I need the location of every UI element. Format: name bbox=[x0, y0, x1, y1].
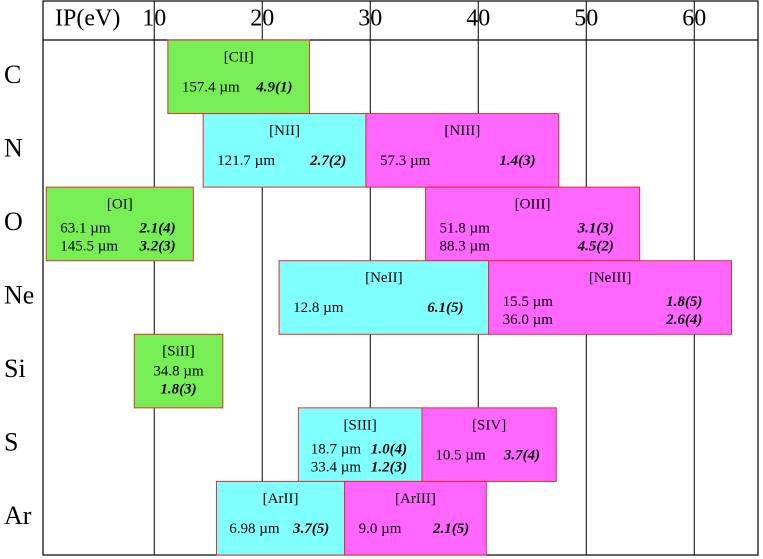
value: 3.1(3) bbox=[577, 221, 614, 237]
wavelength: 15.5 µm bbox=[503, 294, 554, 310]
ion-box bbox=[297, 407, 423, 482]
value: 1.8(5) bbox=[666, 294, 702, 310]
value: 1.0(4) bbox=[371, 441, 407, 457]
ion-name: [ArIII] bbox=[395, 491, 436, 507]
ion-box bbox=[488, 260, 733, 335]
row-label: N bbox=[4, 133, 23, 162]
ion-name: [SIV] bbox=[472, 417, 506, 433]
ion-box bbox=[278, 260, 490, 335]
ion-box bbox=[365, 113, 560, 188]
wavelength: 63.1 µm bbox=[60, 221, 111, 237]
value: 3.7(5) bbox=[292, 521, 329, 537]
value: 4.9(1) bbox=[255, 79, 292, 95]
wavelength: 12.8 µm bbox=[293, 300, 344, 316]
ion-box bbox=[344, 480, 487, 556]
wavelength: 6.98 µm bbox=[229, 521, 280, 537]
ion-box bbox=[133, 333, 224, 409]
axis-label: IP(eV) bbox=[55, 6, 120, 32]
ion-name: [OI] bbox=[107, 197, 133, 213]
row-label: Si bbox=[4, 354, 26, 383]
wavelength: 51.8 µm bbox=[440, 221, 491, 237]
x-tick-label: 20 bbox=[250, 6, 274, 32]
ion-name: [SIII] bbox=[343, 417, 376, 433]
ion-name: [NeIII] bbox=[589, 270, 631, 286]
value: 2.6(4) bbox=[665, 312, 702, 328]
wavelength: 34.8 µm bbox=[153, 364, 204, 380]
wavelength: 36.0 µm bbox=[503, 312, 554, 328]
value: 1.4(3) bbox=[499, 153, 535, 169]
wavelength: 10.5 µm bbox=[435, 447, 486, 463]
x-tick-label: 40 bbox=[466, 6, 490, 32]
value: 6.1(5) bbox=[427, 300, 463, 316]
ion-box bbox=[425, 186, 641, 262]
ion-box bbox=[45, 186, 194, 262]
x-tick-label: 30 bbox=[358, 6, 382, 32]
ion-name: [CII] bbox=[224, 49, 254, 65]
x-tick-label: 10 bbox=[142, 6, 166, 32]
wavelength: 18.7 µm bbox=[311, 441, 362, 457]
wavelength: 88.3 µm bbox=[440, 239, 491, 255]
ion-name: [NII] bbox=[269, 123, 300, 139]
value: 2.1(5) bbox=[432, 521, 469, 537]
x-tick-label: 50 bbox=[574, 6, 598, 32]
ion-name: [NeII] bbox=[365, 270, 402, 286]
row-label: S bbox=[4, 428, 18, 457]
wavelength: 157.4 µm bbox=[182, 79, 240, 95]
row-label: C bbox=[4, 60, 21, 89]
value: 3.7(4) bbox=[503, 447, 540, 463]
value: 1.8(3) bbox=[160, 382, 196, 398]
value: 4.5(2) bbox=[577, 239, 614, 255]
value: 3.2(3) bbox=[138, 239, 175, 255]
value: 2.7(2) bbox=[309, 153, 346, 169]
ion-box bbox=[202, 113, 367, 188]
value: 2.1(4) bbox=[138, 221, 175, 237]
row-label: Ne bbox=[4, 280, 34, 309]
ion-name: [NIII] bbox=[444, 123, 480, 139]
wavelength: 9.0 µm bbox=[359, 521, 402, 537]
ion-name: [OIII] bbox=[515, 197, 551, 213]
ion-name: [SiII] bbox=[162, 344, 195, 360]
x-tick-label: 60 bbox=[682, 6, 706, 32]
row-label: Ar bbox=[4, 501, 32, 530]
wavelength: 33.4 µm bbox=[311, 459, 362, 475]
ion-box bbox=[421, 407, 557, 482]
wavelength: 57.3 µm bbox=[380, 153, 431, 169]
wavelength: 145.5 µm bbox=[60, 239, 118, 255]
ion-name: [ArII] bbox=[263, 491, 299, 507]
ion-box bbox=[215, 480, 346, 556]
wavelength: 121.7 µm bbox=[217, 153, 275, 169]
value: 1.2(3) bbox=[371, 459, 407, 475]
row-label: O bbox=[4, 207, 23, 236]
